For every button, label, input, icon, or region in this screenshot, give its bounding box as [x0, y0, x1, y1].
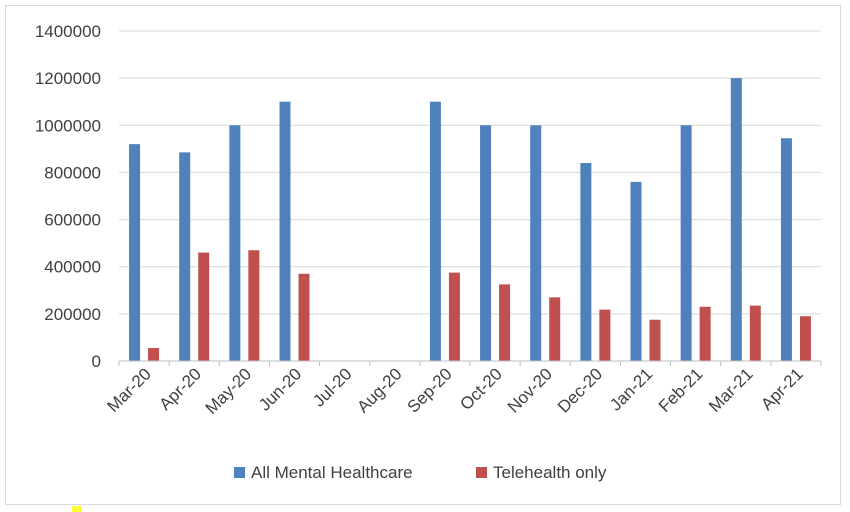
x-tick-label: Mar-20 [103, 364, 155, 416]
legend-label: All Mental Healthcare [251, 463, 413, 482]
bar-all-mental-healthcare [179, 152, 191, 361]
bar-all-mental-healthcare [129, 144, 141, 361]
y-tick-label: 1400000 [35, 22, 101, 41]
y-tick-label: 800000 [44, 163, 101, 182]
x-tick-label: Nov-20 [504, 364, 556, 416]
legend-label: Telehealth only [493, 463, 607, 482]
y-tick-label: 400000 [44, 258, 101, 277]
legend-swatch [234, 467, 245, 478]
x-tick-label: Jul-20 [309, 364, 355, 410]
bars [129, 78, 811, 362]
bar-telehealth-only [749, 305, 761, 361]
x-tick-label: Mar-21 [705, 364, 757, 416]
bar-all-mental-healthcare [680, 125, 692, 362]
bar-all-mental-healthcare [429, 101, 441, 361]
y-tick-label: 1000000 [35, 116, 101, 135]
x-tick-label: Apr-20 [156, 364, 206, 414]
x-tick-label: Dec-20 [554, 364, 606, 416]
legend-swatch [476, 467, 487, 478]
bar-telehealth-only [298, 273, 310, 361]
bar-all-mental-healthcare [530, 125, 542, 362]
x-tick-label: Jan-21 [606, 364, 656, 414]
bar-telehealth-only [248, 250, 260, 361]
y-tick-label: 1200000 [35, 69, 101, 88]
x-tick-label: Sep-20 [404, 364, 456, 416]
y-tick-label: 200000 [44, 305, 101, 324]
chart-frame: 0 200000 400000 600000 800000 1000000 1200000 1… [5, 5, 841, 505]
gridlines [119, 30, 821, 315]
y-tick-label: 600000 [44, 211, 101, 230]
bar-all-mental-healthcare [279, 101, 291, 361]
bar-all-mental-healthcare [229, 125, 241, 362]
bar-all-mental-healthcare [730, 78, 742, 362]
bar-telehealth-only [448, 272, 460, 361]
x-tick-label: May-20 [202, 364, 256, 418]
y-axis-tick-labels: 0 200000 400000 600000 800000 1000000 1200000 1… [35, 22, 101, 371]
bar-all-mental-healthcare [580, 163, 592, 361]
x-tick-label: Jun-20 [255, 364, 305, 414]
x-tick-label: Feb-21 [655, 364, 707, 416]
bar-chart: 0 200000 400000 600000 800000 1000000 1200000 1… [35, 22, 822, 482]
bar-telehealth-only [699, 306, 711, 361]
x-tick-label: Aug-20 [353, 364, 405, 416]
bar-all-mental-healthcare [480, 125, 492, 362]
bar-telehealth-only [549, 297, 561, 361]
x-tick-label: Oct-20 [456, 364, 506, 414]
bar-telehealth-only [599, 309, 611, 361]
bar-all-mental-healthcare [780, 138, 792, 361]
bar-telehealth-only [198, 252, 210, 361]
bar-telehealth-only [499, 284, 511, 361]
bar-telehealth-only [799, 316, 811, 361]
legend: All Mental Healthcare Telehealth only [234, 463, 607, 482]
highlight-mark [72, 506, 82, 512]
bar-all-mental-healthcare [630, 181, 642, 361]
bar-telehealth-only [649, 319, 661, 361]
bar-telehealth-only [148, 348, 160, 361]
y-tick-label: 0 [92, 352, 101, 371]
x-tick-label: Apr-21 [757, 364, 807, 414]
